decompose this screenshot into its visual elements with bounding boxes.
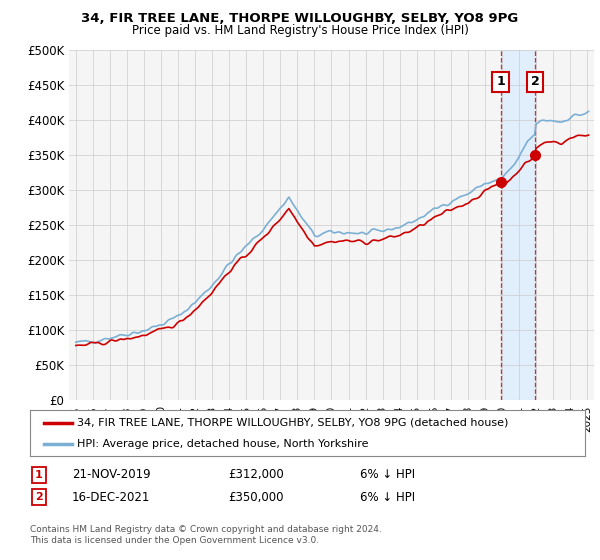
Text: 2: 2 [35,492,43,502]
Text: HPI: Average price, detached house, North Yorkshire: HPI: Average price, detached house, Nort… [77,439,368,449]
Text: 34, FIR TREE LANE, THORPE WILLOUGHBY, SELBY, YO8 9PG: 34, FIR TREE LANE, THORPE WILLOUGHBY, SE… [82,12,518,25]
Bar [500,50,535,400]
Text: 1: 1 [496,76,505,88]
Text: 1: 1 [35,470,43,480]
Text: 16-DEC-2021: 16-DEC-2021 [72,491,151,504]
Text: Contains HM Land Registry data © Crown copyright and database right 2024.
This d: Contains HM Land Registry data © Crown c… [30,525,382,545]
Text: £312,000: £312,000 [228,468,284,482]
Text: 34, FIR TREE LANE, THORPE WILLOUGHBY, SELBY, YO8 9PG (detached house): 34, FIR TREE LANE, THORPE WILLOUGHBY, SE… [77,418,509,428]
Text: 2: 2 [531,76,540,88]
Text: 6% ↓ HPI: 6% ↓ HPI [360,491,415,504]
Text: 6% ↓ HPI: 6% ↓ HPI [360,468,415,482]
Text: 21-NOV-2019: 21-NOV-2019 [72,468,151,482]
Text: Price paid vs. HM Land Registry's House Price Index (HPI): Price paid vs. HM Land Registry's House … [131,24,469,37]
Text: £350,000: £350,000 [228,491,284,504]
